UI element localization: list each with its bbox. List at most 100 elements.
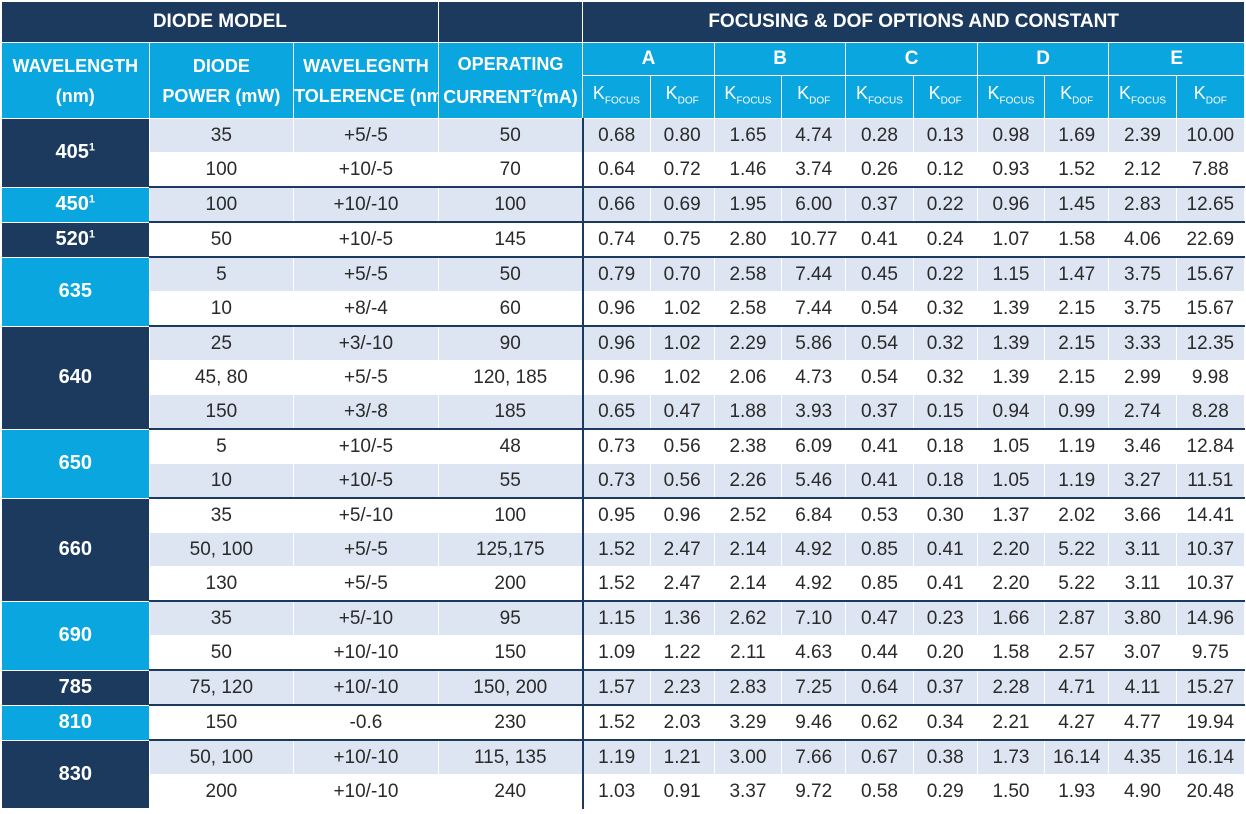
- wavelength-value: 520: [55, 228, 89, 250]
- operating-current-header-title: OPERATING: [457, 54, 564, 74]
- table-cell: 1.02: [649, 325, 715, 361]
- table-cell: 19.94: [1175, 704, 1246, 741]
- table-cell: 100: [148, 186, 295, 223]
- table-cell: 0.54: [845, 325, 914, 361]
- table-cell: 2.74: [1108, 394, 1177, 430]
- table-cell: 0.34: [912, 704, 978, 741]
- table-cell: 0.67: [845, 739, 914, 775]
- k-symbol: K: [1193, 82, 1206, 103]
- wavelength-value: 830: [58, 762, 92, 785]
- k-symbol: K: [797, 82, 810, 103]
- table-cell: +10/-5: [293, 152, 439, 188]
- table-cell: +10/-10: [293, 635, 439, 671]
- table-cell: 2.11: [713, 635, 783, 671]
- current-footnote: 2: [531, 88, 537, 99]
- table-cell: 0.70: [649, 256, 715, 292]
- table-cell: 3.93: [781, 394, 847, 430]
- wavelength-cell: 5201: [1, 221, 150, 258]
- table-row: 200 +10/-10 240 1.03 0.91 3.37 9.72 0.58 0.29 1.5…: [2, 774, 1246, 809]
- table-cell: 0.91: [649, 774, 715, 809]
- table-cell: 12.65: [1175, 186, 1246, 223]
- table-cell: 150, 200: [437, 669, 584, 706]
- tolerance-header-title: WAVELEGNTH: [303, 55, 429, 76]
- tolerance-header: WAVELEGNTH TOLERENCE (nm): [293, 42, 439, 119]
- table-cell: 125,175: [437, 532, 584, 567]
- table-cell: 2.58: [713, 256, 783, 292]
- diode-model-header: DIODE MODEL: [1, 1, 439, 43]
- table-cell: 0.20: [912, 635, 978, 671]
- table-row: 650 5 +10/-5 48 0.73 0.56 2.38 6.09 0.41 0.18 1.05…: [1, 428, 1246, 499]
- k-symbol: K: [855, 82, 868, 103]
- k-subscript: FOCUS: [1130, 95, 1166, 107]
- table-cell: 2.52: [713, 497, 783, 533]
- wavelength-cell: 830: [1, 739, 150, 809]
- table-cell: 0.96: [649, 497, 715, 533]
- wavelength-value: 640: [58, 366, 92, 388]
- table-cell: 0.96: [581, 325, 651, 361]
- table-cell: 0.37: [845, 394, 914, 430]
- table-cell: 2.80: [713, 221, 783, 258]
- table-cell: 0.38: [912, 739, 978, 775]
- table-cell: +3/-8: [293, 394, 439, 430]
- wavelength-cell: 650: [1, 428, 150, 499]
- k-focus-header-b: KFOCUS: [713, 75, 783, 119]
- table-cell: 2.83: [713, 669, 783, 706]
- k-focus-header-c: KFOCUS: [845, 75, 914, 119]
- table-cell: 7.44: [781, 291, 847, 327]
- table-cell: 2.15: [1044, 325, 1110, 361]
- table-cell: 2.57: [1044, 635, 1110, 671]
- wavelength-footnote: 1: [88, 141, 96, 154]
- table-cell: 120, 185: [437, 360, 584, 395]
- table-cell: 200: [148, 774, 295, 809]
- table-cell: 7.25: [781, 669, 847, 706]
- table-cell: 5: [148, 256, 295, 292]
- diode-power-header-title: DIODE: [192, 55, 250, 76]
- table-cell: 50, 100: [148, 739, 295, 775]
- k-symbol: K: [1118, 82, 1131, 103]
- current-unit: (mA): [536, 87, 578, 107]
- table-cell: 0.85: [845, 566, 914, 602]
- table-row: 100 +10/-5 70 0.64 0.72 1.46 3.74 0.26 0.12 0.93 1…: [2, 152, 1246, 188]
- table-cell: 50: [437, 118, 584, 153]
- table-cell: 0.24: [912, 221, 978, 258]
- table-cell: 0.95: [581, 497, 651, 533]
- table-cell: 3.75: [1108, 291, 1177, 327]
- table-cell: 50: [148, 221, 295, 258]
- k-focus-header-e: KFOCUS: [1108, 75, 1177, 119]
- table-cell: 15.67: [1175, 256, 1246, 292]
- table-cell: 1.57: [581, 669, 651, 706]
- wavelength-cell: 660: [1, 497, 150, 602]
- table-cell: 2.29: [713, 325, 783, 361]
- table-cell: 1.52: [1044, 152, 1110, 188]
- k-subscript: DOF: [809, 95, 831, 107]
- table-cell: 4.92: [781, 532, 847, 567]
- table-cell: 4.35: [1108, 739, 1177, 775]
- table-cell: 45, 80: [148, 360, 295, 395]
- table-cell: 2.15: [1044, 360, 1110, 395]
- k-subscript: DOF: [1072, 95, 1094, 107]
- table-cell: 35: [148, 600, 295, 636]
- table-cell: 1.95: [713, 186, 783, 223]
- table-cell: 1.19: [581, 739, 651, 775]
- table-cell: 3.33: [1108, 325, 1177, 361]
- k-subscript: DOF: [940, 95, 962, 107]
- table-cell: 7.10: [781, 600, 847, 636]
- table-cell: 0.64: [581, 152, 651, 188]
- table-cell: 4.74: [781, 118, 847, 153]
- table-cell: 115, 135: [437, 739, 584, 775]
- table-cell: 1.50: [976, 774, 1046, 809]
- k-dof-header-e: KDOF: [1175, 75, 1246, 119]
- table-cell: 1.02: [649, 360, 715, 395]
- table-cell: +10/-10: [293, 669, 439, 706]
- table-cell: 0.41: [912, 566, 978, 602]
- table-cell: 2.87: [1044, 600, 1110, 636]
- table-cell: 0.96: [976, 186, 1046, 223]
- table-cell: 1.05: [976, 463, 1046, 499]
- table-cell: 240: [437, 774, 584, 809]
- table-cell: 1.58: [1044, 221, 1110, 258]
- table-cell: 0.65: [581, 394, 651, 430]
- table-row: 640 25 +3/-10 90 0.96 1.02 2.29 5.86 0.54 0.32 1.3…: [1, 325, 1246, 430]
- table-cell: 130: [148, 566, 295, 602]
- table-cell: 0.54: [845, 291, 914, 327]
